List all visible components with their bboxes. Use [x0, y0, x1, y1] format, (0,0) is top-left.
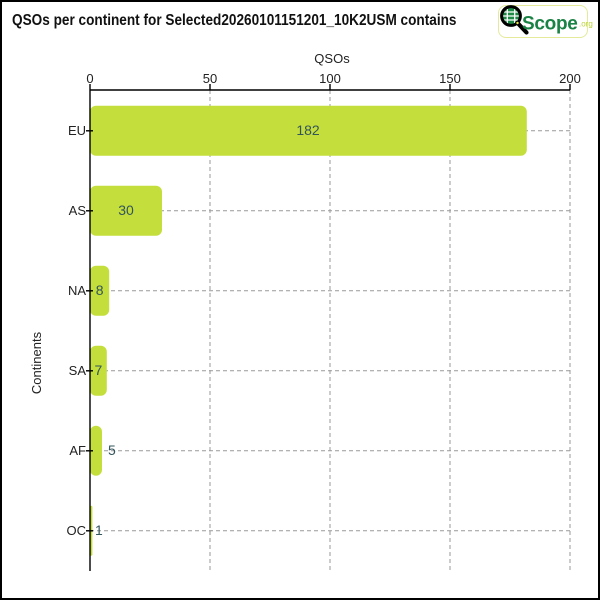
svg-text:OC: OC — [67, 523, 87, 538]
svg-text:200: 200 — [559, 71, 581, 86]
svg-text:150: 150 — [439, 71, 461, 86]
svg-text:1: 1 — [95, 522, 103, 538]
svg-text:.org: .org — [579, 20, 593, 29]
svg-text:8: 8 — [96, 282, 104, 298]
svg-text:100: 100 — [319, 71, 341, 86]
svg-text:50: 50 — [203, 71, 217, 86]
svg-text:0: 0 — [86, 71, 93, 86]
svg-text:QSOs: QSOs — [314, 51, 350, 66]
svg-text:30: 30 — [118, 202, 134, 218]
svg-text:5: 5 — [108, 442, 116, 458]
svg-text:EU: EU — [68, 123, 86, 138]
svg-text:182: 182 — [296, 122, 320, 138]
svg-text:7: 7 — [95, 362, 103, 378]
svg-text:Continents: Continents — [29, 331, 44, 394]
svg-text:NA: NA — [68, 283, 86, 298]
svg-text:SA: SA — [69, 363, 87, 378]
svg-text:AF: AF — [69, 443, 86, 458]
svg-text:Scope: Scope — [522, 14, 578, 35]
svg-text:AS: AS — [69, 203, 87, 218]
